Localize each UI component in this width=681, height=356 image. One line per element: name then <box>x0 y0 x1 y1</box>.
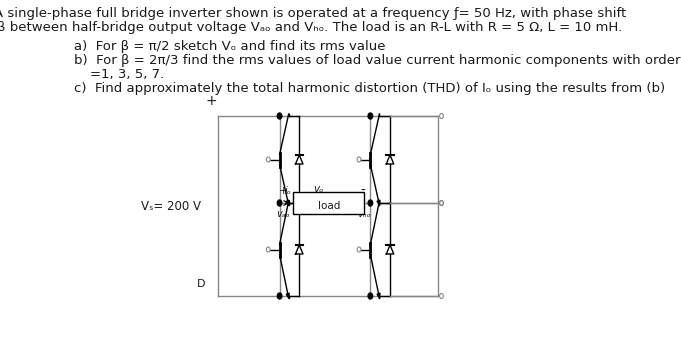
Circle shape <box>440 294 443 298</box>
Circle shape <box>368 113 373 119</box>
Circle shape <box>358 247 360 251</box>
Circle shape <box>267 157 270 162</box>
Polygon shape <box>377 200 380 205</box>
Text: +: + <box>206 94 217 108</box>
Text: =1, 3, 5, 7.: =1, 3, 5, 7. <box>91 68 165 81</box>
Text: c)  Find approximately the total harmonic distortion (THD) of Iₒ using the resul: c) Find approximately the total harmonic… <box>74 82 665 95</box>
Bar <box>294 192 364 214</box>
Text: vₕₒ: vₕₒ <box>358 209 371 219</box>
Text: Vₛ= 200 V: Vₛ= 200 V <box>141 199 201 213</box>
Text: A single-phase full bridge inverter shown is operated at a frequency ƒ= 50 Hz, w: A single-phase full bridge inverter show… <box>0 7 626 20</box>
Text: load: load <box>317 201 340 211</box>
Circle shape <box>277 200 282 206</box>
Circle shape <box>440 201 443 205</box>
Text: iₒ: iₒ <box>285 186 291 196</box>
Text: a)  For β = π/2 sketch Vₒ and find its rms value: a) For β = π/2 sketch Vₒ and find its rm… <box>74 40 385 53</box>
Text: -: - <box>360 184 365 198</box>
Text: vₒ: vₒ <box>313 184 323 194</box>
Polygon shape <box>286 200 289 205</box>
Circle shape <box>358 157 360 162</box>
Circle shape <box>267 247 270 251</box>
Circle shape <box>277 113 282 119</box>
Polygon shape <box>286 293 289 298</box>
Circle shape <box>368 293 373 299</box>
Circle shape <box>277 293 282 299</box>
Text: vₐₒ: vₐₒ <box>276 209 289 219</box>
Circle shape <box>440 201 443 205</box>
Text: D: D <box>197 279 205 289</box>
Text: β between half-bridge output voltage Vₐₒ and Vₕₒ. The load is an R-L with R = 5 : β between half-bridge output voltage Vₐₒ… <box>0 21 622 34</box>
Polygon shape <box>377 293 380 298</box>
Text: b)  For β = 2π/3 find the rms values of load value current harmonic components w: b) For β = 2π/3 find the rms values of l… <box>74 54 681 67</box>
Text: +: + <box>279 186 288 196</box>
Circle shape <box>368 200 373 206</box>
Circle shape <box>440 114 443 118</box>
